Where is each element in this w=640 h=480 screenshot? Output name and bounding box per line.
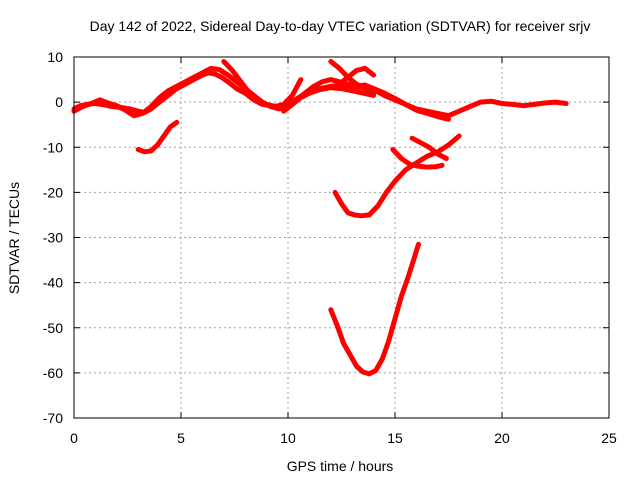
series-line-3 xyxy=(221,59,304,110)
series-line-4 xyxy=(281,85,377,114)
y-tick-label: -40 xyxy=(43,275,63,291)
y-tick-label: -60 xyxy=(43,365,63,381)
x-tick-label: 10 xyxy=(280,430,296,446)
y-tick-label: -20 xyxy=(43,184,63,200)
y-tick-label: 0 xyxy=(55,94,63,110)
series-line-9 xyxy=(409,135,449,161)
x-tick-label: 5 xyxy=(177,430,185,446)
x-axis-label: GPS time / hours xyxy=(287,458,394,474)
x-axis: 0 5 10 15 20 25 xyxy=(70,57,617,446)
series-line-11 xyxy=(328,241,421,377)
y-tick-label: 10 xyxy=(47,49,63,65)
x-tick-label: 15 xyxy=(387,430,403,446)
y-tick-label: -10 xyxy=(43,139,63,155)
series-line-2 xyxy=(71,65,451,122)
series-line-5 xyxy=(328,59,387,96)
chart-title: Day 142 of 2022, Sidereal Day-to-day VTE… xyxy=(90,18,591,34)
x-tick-label: 20 xyxy=(494,430,510,446)
y-tick-label: -70 xyxy=(43,410,63,426)
series-line-6 xyxy=(336,65,377,87)
series-layer xyxy=(71,59,569,377)
grid xyxy=(74,57,609,418)
y-tick-label: -50 xyxy=(43,320,63,336)
x-tick-label: 0 xyxy=(70,430,78,446)
series-line-7 xyxy=(135,119,180,155)
y-axis-label: SDTVAR / TECUs xyxy=(6,182,22,294)
y-tick-label: -30 xyxy=(43,230,63,246)
series-line-8 xyxy=(332,133,462,219)
series-line-10 xyxy=(390,147,445,170)
y-axis: 10 0 -10 -20 -30 -40 -50 -60 -70 xyxy=(43,49,609,426)
x-tick-label: 25 xyxy=(601,430,617,446)
